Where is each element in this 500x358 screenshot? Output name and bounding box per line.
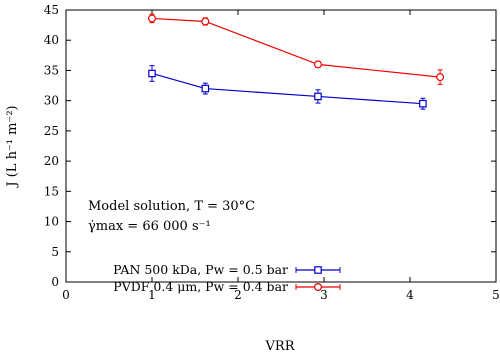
- y-tick-label: 0: [51, 275, 59, 289]
- y-tick-label: 45: [44, 3, 59, 17]
- legend-swatches: [295, 266, 341, 292]
- legend-swatch-marker: [314, 283, 323, 292]
- legend-label-pan: PAN 500 kDa, Pw = 0.5 bar: [113, 262, 288, 277]
- x-tick-label: 2: [234, 288, 242, 302]
- y-tick-label: 40: [44, 33, 59, 47]
- data-point: [419, 99, 427, 108]
- x-tick-label: 1: [148, 288, 156, 302]
- legend: PAN 500 kDa, Pw = 0.5 bar PVDF 0.4 μm, P…: [113, 262, 341, 294]
- data-point: [148, 14, 157, 23]
- data-point: [148, 69, 156, 78]
- legend-swatch-marker: [314, 266, 322, 274]
- y-tick-label: 30: [44, 94, 59, 108]
- data-point: [436, 73, 445, 82]
- y-tick-label: 20: [44, 154, 59, 168]
- data-series: [148, 13, 445, 110]
- data-point: [201, 17, 210, 26]
- series-0: [148, 65, 427, 110]
- y-axis-title: J (L h⁻¹ m⁻²): [5, 105, 20, 188]
- data-point: [314, 92, 322, 101]
- x-tick-label: 5: [492, 288, 500, 302]
- data-point: [313, 60, 322, 69]
- x-tick-label: 3: [320, 288, 328, 302]
- y-tick-label: 35: [44, 63, 59, 77]
- x-tick-label: 0: [62, 288, 70, 302]
- series-line: [151, 72, 423, 105]
- x-axis-title: VRR: [265, 339, 296, 354]
- series-line: [151, 17, 441, 78]
- x-tick-label: 4: [406, 288, 414, 302]
- data-point: [201, 84, 210, 93]
- annotation-conditions: Model solution, T = 30°C: [88, 199, 255, 214]
- y-tick-label: 10: [44, 215, 59, 229]
- y-tick-label: 15: [44, 184, 59, 198]
- y-tick-label: 5: [51, 245, 59, 259]
- y-tick-label: 25: [44, 124, 59, 138]
- plot-frame: [65, 9, 497, 283]
- legend-label-pvdf: PVDF 0.4 μm, Pw = 0.4 bar: [113, 279, 288, 294]
- annotation-shear-rate: γ̇max = 66 000 s⁻¹: [88, 219, 211, 234]
- plot-area: [65, 9, 497, 283]
- series-1: [148, 13, 445, 85]
